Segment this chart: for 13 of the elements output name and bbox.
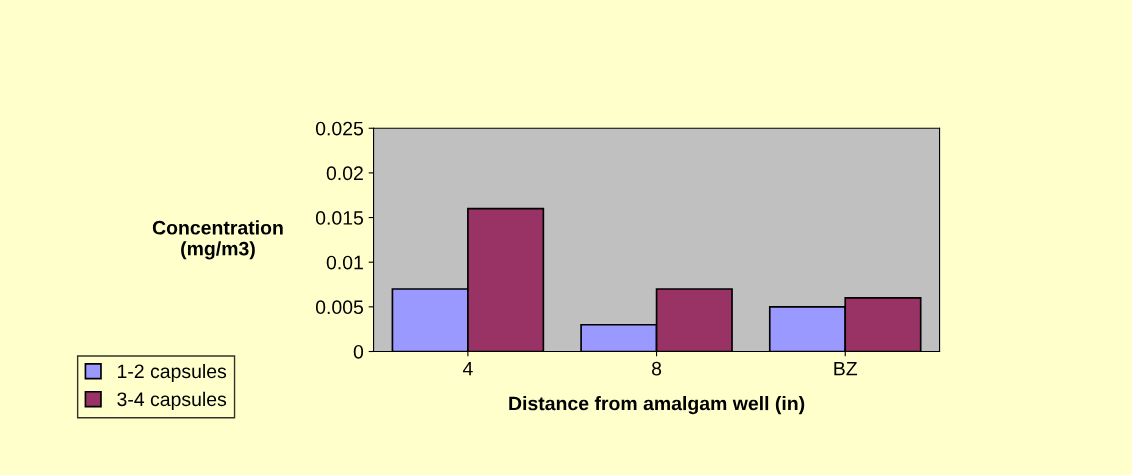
- y-tick-label: 0.005: [315, 300, 364, 315]
- y-tick-label: 0.015: [315, 211, 364, 225]
- x-tick-label: 8: [652, 361, 662, 376]
- x-tick-label: 4: [462, 361, 473, 376]
- y-tick-label: 0.025: [315, 121, 364, 136]
- y-tick-label: 0.01: [326, 255, 363, 270]
- legend-label: 1-2 capsules: [118, 363, 227, 383]
- legend-label: 3-4 capsules: [117, 391, 227, 410]
- x-axis-title: Distance from amalgam well (in): [509, 396, 805, 415]
- x-tick-label: BZ: [834, 361, 858, 376]
- y-axis-title: Concentration (mg/m3): [152, 220, 283, 260]
- y-tick-label: 0.02: [326, 166, 363, 181]
- y-tick-label: 0: [353, 344, 364, 359]
